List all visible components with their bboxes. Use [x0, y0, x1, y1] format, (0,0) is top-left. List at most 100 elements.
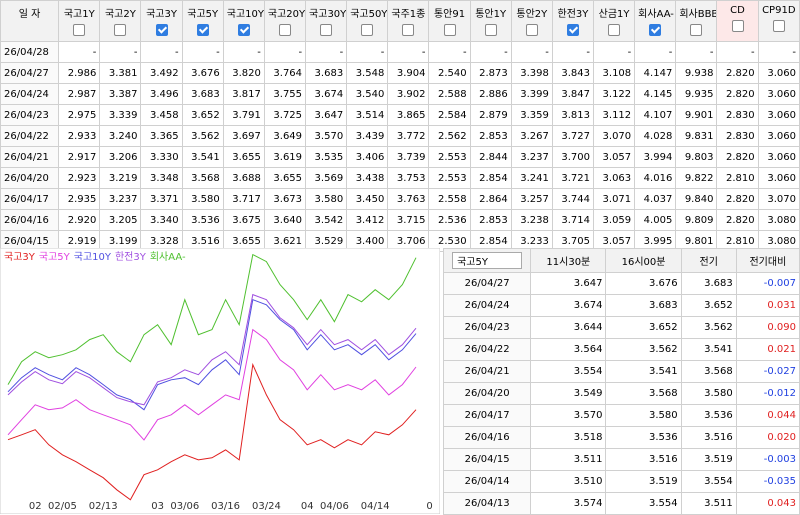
cell: 3.060 — [757, 146, 800, 168]
checkbox[interactable] — [402, 24, 415, 36]
cell: -0.035 — [735, 470, 800, 493]
checkbox[interactable] — [361, 24, 374, 36]
cell: 26/04/22 — [0, 125, 60, 147]
cell: - — [675, 41, 718, 63]
cell: 3.673 — [263, 188, 307, 210]
checkbox[interactable] — [690, 24, 703, 36]
cell: 3.904 — [387, 62, 430, 84]
cell: 3.536 — [181, 209, 224, 231]
cell: 2.844 — [469, 146, 512, 168]
cell: 3.753 — [387, 167, 430, 189]
cell: 3.674 — [530, 294, 607, 317]
cell: - — [305, 41, 348, 63]
cell: 3.562 — [605, 338, 682, 361]
checkbox[interactable] — [196, 24, 209, 36]
cell: 26/04/24 — [0, 83, 60, 105]
column-header: CD — [716, 0, 759, 42]
x-tick-label: 04/06 — [320, 501, 349, 512]
checkbox[interactable] — [320, 24, 333, 36]
cell: 3.511 — [680, 492, 737, 515]
cell: 2.540 — [428, 62, 471, 84]
dropdown[interactable]: 국고5Y — [452, 252, 523, 269]
cell: 3.059 — [593, 209, 636, 231]
cell: 3.514 — [346, 104, 389, 126]
cell: 3.205 — [99, 209, 142, 231]
cell: 2.873 — [469, 62, 512, 84]
x-tick-label: 0 — [426, 501, 432, 512]
cell: - — [140, 41, 183, 63]
column-label: 통안1Y — [475, 9, 507, 20]
cell: 3.541 — [680, 338, 737, 361]
cell: 3.562 — [680, 316, 737, 339]
cell: -0.007 — [735, 272, 800, 295]
x-tick-label: 03 — [151, 501, 164, 512]
cell: 3.071 — [593, 188, 636, 210]
cell: 3.387 — [99, 83, 142, 105]
cell: 3.715 — [387, 209, 430, 231]
cell: 3.676 — [605, 272, 682, 295]
column-label: 국주1종 — [391, 9, 426, 20]
column-label: 국고5Y — [187, 9, 219, 20]
cell: 3.994 — [634, 146, 677, 168]
legend-label: 국고5Y — [39, 251, 71, 263]
cell: 3.676 — [181, 62, 224, 84]
cell: 2.986 — [58, 62, 101, 84]
cell: 3.674 — [305, 83, 348, 105]
table-row: 26/04/27 3.647 3.676 3.683 -0.007 — [442, 272, 800, 295]
checkbox[interactable] — [114, 24, 127, 36]
column-header: 국주1종 — [387, 0, 430, 42]
checkbox[interactable] — [608, 24, 621, 36]
cell: 3.496 — [140, 83, 183, 105]
cell: 9.840 — [675, 188, 718, 210]
checkbox[interactable] — [155, 24, 168, 36]
cell: - — [469, 41, 512, 63]
checkbox[interactable] — [443, 24, 456, 36]
cell: 26/04/21 — [0, 146, 60, 168]
cell: 9.803 — [675, 146, 718, 168]
cell: 3.406 — [346, 146, 389, 168]
cell: 3.564 — [530, 338, 607, 361]
checkbox[interactable] — [73, 24, 86, 36]
cell: 26/04/21 — [442, 360, 532, 383]
cell: 3.381 — [99, 62, 142, 84]
table-row: 26/04/24 2.987 3.387 3.496 3.683 3.817 3.755 3.… — [0, 83, 800, 105]
checkbox[interactable] — [278, 24, 291, 36]
cell: -0.003 — [735, 448, 800, 471]
column-header: 국고2Y — [99, 0, 142, 42]
cell: 0.044 — [735, 404, 800, 427]
cell: 3.619 — [263, 146, 307, 168]
cell: - — [716, 41, 759, 63]
cell: 2.879 — [469, 104, 512, 126]
cell: 3.060 — [757, 104, 800, 126]
column-header: 11시30분 — [530, 248, 607, 273]
legend-label: 한전3Y — [115, 251, 147, 263]
checkbox[interactable] — [484, 24, 497, 36]
cell: - — [387, 41, 430, 63]
legend-label: 회사AA- — [150, 251, 186, 263]
legend-label: 국고3Y — [4, 251, 36, 263]
cell: 9.935 — [675, 83, 718, 105]
checkbox[interactable] — [525, 24, 538, 36]
cell: 3.580 — [181, 188, 224, 210]
checkbox[interactable] — [237, 24, 250, 36]
cell: 3.640 — [263, 209, 307, 231]
cell: 3.439 — [346, 125, 389, 147]
checkbox[interactable] — [649, 24, 662, 36]
cell: 3.655 — [222, 146, 265, 168]
x-tick-label: 04/14 — [361, 501, 390, 512]
cell: 3.739 — [387, 146, 430, 168]
cell: 3.516 — [605, 448, 682, 471]
column-header: 국고30Y — [305, 0, 348, 42]
checkbox[interactable] — [731, 20, 744, 32]
cell: 3.714 — [551, 209, 595, 231]
cell: 3.721 — [551, 167, 595, 189]
cell: 3.843 — [551, 62, 595, 84]
checkbox[interactable] — [566, 24, 579, 36]
cell: 3.060 — [757, 83, 800, 105]
column-header: 국고5Y — [181, 0, 224, 42]
cell: 3.519 — [605, 470, 682, 493]
cell: 3.237 — [99, 188, 142, 210]
checkbox[interactable] — [772, 20, 785, 32]
cell: -0.027 — [735, 360, 800, 383]
